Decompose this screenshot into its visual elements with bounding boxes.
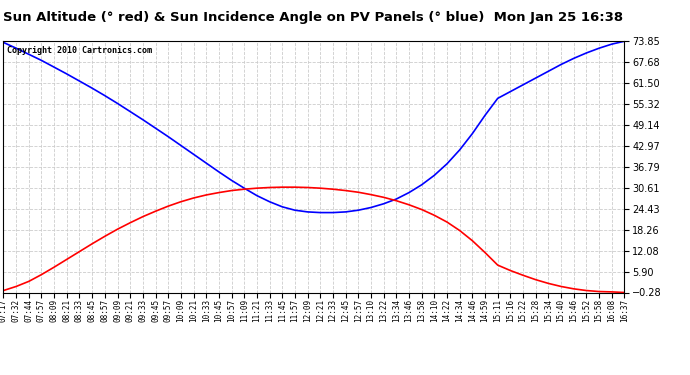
Text: Copyright 2010 Cartronics.com: Copyright 2010 Cartronics.com [7, 46, 152, 55]
Text: Sun Altitude (° red) & Sun Incidence Angle on PV Panels (° blue)  Mon Jan 25 16:: Sun Altitude (° red) & Sun Incidence Ang… [3, 11, 624, 24]
